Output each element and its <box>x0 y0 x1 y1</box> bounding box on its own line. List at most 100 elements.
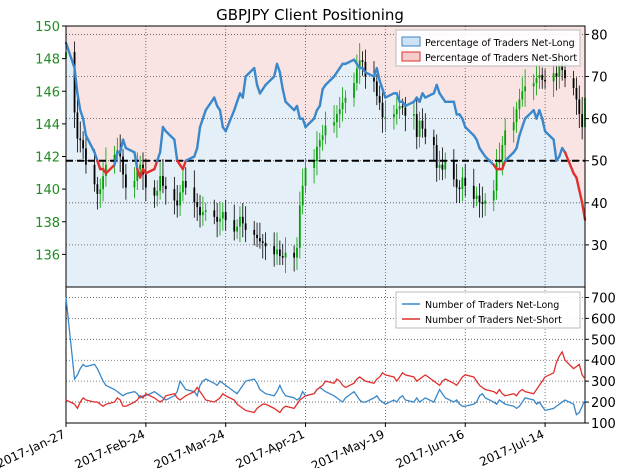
percent-axis-label: 50 <box>591 155 608 170</box>
price-candle-body <box>478 195 481 203</box>
net-long-percentage-segment <box>518 125 524 137</box>
net-long-percentage-segment <box>93 151 99 162</box>
price-candle-body <box>293 252 296 258</box>
legend-entry: Number of Traders Net-Short <box>425 315 562 326</box>
legend-entry: Percentage of Traders Net-Long <box>425 38 575 49</box>
date-axis-label: 2017-Apr-21 <box>234 427 307 468</box>
price-candle-body <box>153 187 156 196</box>
price-candle-body <box>93 164 96 185</box>
net-short-area <box>66 26 585 220</box>
net-long-percentage-segment <box>241 75 247 99</box>
price-candle-body <box>196 202 199 208</box>
date-axis-label: 2017-Jun-16 <box>394 427 467 468</box>
net-long-percentage-segment <box>404 100 416 108</box>
price-candle-body <box>304 167 307 186</box>
price-candle-body <box>504 130 507 146</box>
price-candle-body <box>173 189 176 201</box>
price-candle-body <box>415 114 418 137</box>
price-candle-body <box>535 78 538 84</box>
price-candle-body <box>495 163 498 191</box>
price-candle-body <box>364 61 367 77</box>
price-candle-body <box>82 140 85 149</box>
net-long-percentage-segment <box>312 108 319 120</box>
net-long-percentage-segment <box>64 41 76 70</box>
price-candle-body <box>484 200 487 204</box>
price-candle-body <box>298 205 301 248</box>
net-long-percentage-segment <box>156 151 162 162</box>
price-candle-body <box>532 83 535 87</box>
price-candle-body <box>159 176 161 191</box>
price-candle-body <box>524 86 527 92</box>
price-candle-body <box>296 247 298 258</box>
price-candle-body <box>395 109 398 115</box>
price-candle-body <box>555 73 558 77</box>
price-candle-body <box>353 83 355 98</box>
price-candle-body <box>333 122 335 126</box>
price-candle-body <box>244 223 247 230</box>
net-short-count-line <box>65 350 586 414</box>
price-candle-body <box>256 234 258 239</box>
price-candle-body <box>341 102 344 110</box>
net-long-percentage-segment <box>543 130 555 141</box>
price-candle-body <box>156 190 159 196</box>
price-candle-body <box>201 211 204 216</box>
price-candle-body <box>164 185 167 190</box>
net-long-percentage-segment <box>121 138 128 150</box>
price-candle-body <box>338 109 341 115</box>
net-long-percentage-segment <box>193 146 199 158</box>
net-long-percentage-segment <box>483 155 495 167</box>
price-candle-body <box>324 125 327 136</box>
price-candle-body <box>184 180 187 188</box>
net-long-percentage-segment <box>521 117 527 129</box>
net-long-percentage-segment <box>552 138 558 162</box>
net-long-percentage-segment <box>213 96 219 108</box>
count-panel-frame <box>65 286 586 424</box>
net-long-percentage-segment <box>201 108 207 120</box>
price-candle-body <box>358 60 361 69</box>
price-candle-body <box>552 73 555 82</box>
price-candle-body <box>99 189 102 195</box>
net-long-percentage-segment <box>375 66 381 82</box>
price-candle-body <box>441 164 444 170</box>
net-long-percentage-segment <box>79 108 85 120</box>
price-candle-body <box>538 74 541 79</box>
price-candle-body <box>313 161 315 168</box>
net-long-percentage-segment <box>158 125 165 154</box>
price-candle-body <box>264 242 267 247</box>
net-long-percentage-segment <box>73 66 79 95</box>
net-long-percentage-segment <box>281 87 287 103</box>
price-candle-body <box>221 211 224 219</box>
count-axis-label: 300 <box>591 375 616 390</box>
percent-axis-label: 70 <box>591 71 608 86</box>
net-long-percentage-segment <box>275 62 282 74</box>
legend-swatch <box>401 51 421 62</box>
price-candle-body <box>381 102 384 118</box>
price-axis-label: 140 <box>35 183 60 198</box>
chart-title: GBPJPY Client Positioning <box>216 6 404 24</box>
price-candle-body <box>355 68 358 84</box>
count-axis-label: 200 <box>591 396 616 411</box>
net-long-percentage-segment <box>424 92 436 99</box>
price-candle-body <box>336 114 338 123</box>
count-axis-label: 500 <box>591 333 616 348</box>
price-candle-body <box>284 252 287 258</box>
net-long-percentage-segment <box>575 176 581 192</box>
price-candle-body <box>79 138 82 141</box>
net-long-percentage-segment <box>153 159 159 171</box>
price-candle-body <box>85 148 87 165</box>
net-long-percentage-segment <box>301 117 307 129</box>
legend-box <box>395 291 581 329</box>
price-candle-body <box>564 70 566 79</box>
price-candle-body <box>581 114 584 128</box>
price-candle-body <box>575 87 578 100</box>
net-long-percentage-segment <box>501 159 507 171</box>
price-candle-body <box>401 105 404 108</box>
legend-percentage: Percentage of Traders Net-Long Percentage… <box>395 29 581 67</box>
net-long-percentage-segment <box>464 125 475 137</box>
price-candle-body <box>136 169 139 181</box>
price-candle-body <box>424 128 427 137</box>
net-long-percentage-segment <box>96 159 102 171</box>
net-long-percentage-segment <box>278 71 284 91</box>
net-long-percentage-segment <box>381 87 387 99</box>
price-candle-body <box>224 211 227 221</box>
